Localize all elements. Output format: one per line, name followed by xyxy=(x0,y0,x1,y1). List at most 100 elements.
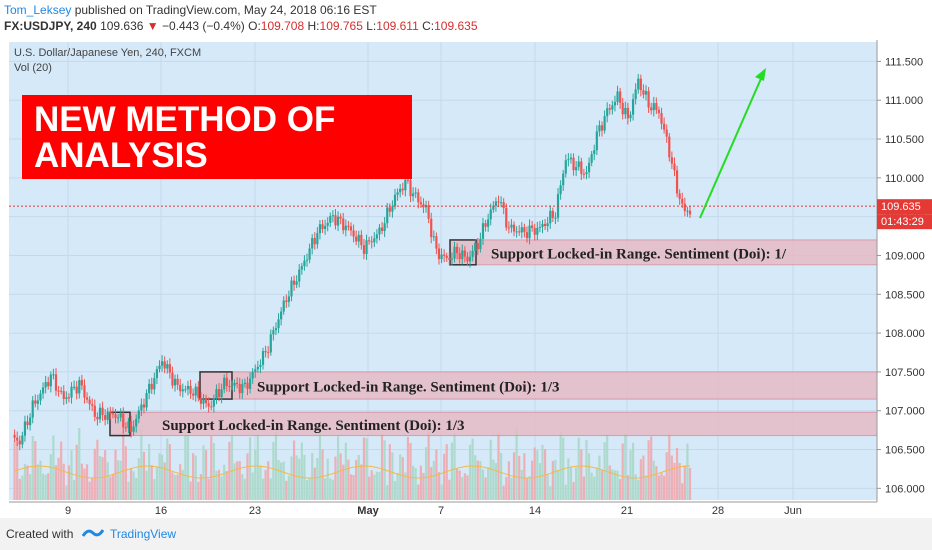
volume-bar xyxy=(393,481,397,500)
volume-bar xyxy=(518,455,521,500)
candle-body xyxy=(463,250,466,257)
candle-body xyxy=(373,238,376,243)
candle-body xyxy=(264,351,267,353)
candle-body xyxy=(365,240,368,254)
volume-bar xyxy=(409,442,412,500)
candle-body xyxy=(533,227,536,235)
x-tick-label: 14 xyxy=(529,505,541,517)
candle-body xyxy=(65,397,68,399)
volume-bar xyxy=(422,472,425,500)
candle-body xyxy=(370,241,373,243)
candle-body xyxy=(318,224,322,234)
volume-bar xyxy=(280,462,283,500)
candle-body xyxy=(36,400,39,404)
volume-bar xyxy=(419,465,422,500)
volume-bar xyxy=(18,478,21,500)
volume-bar xyxy=(339,453,342,500)
candle-body xyxy=(484,223,487,227)
volume-bar xyxy=(259,465,262,500)
candle-body xyxy=(499,202,503,204)
volume-bar xyxy=(324,478,327,500)
volume-bar xyxy=(468,444,472,500)
candle-body xyxy=(173,378,177,386)
candle-body xyxy=(163,361,166,369)
candle-body xyxy=(355,236,358,242)
volume-bar xyxy=(334,456,337,500)
volume-bar xyxy=(220,476,223,500)
volume-bar xyxy=(36,464,39,500)
volume-bar xyxy=(26,465,29,500)
volume-bar xyxy=(101,457,104,500)
candle-body xyxy=(18,440,21,445)
candle-body xyxy=(406,179,410,181)
tradingview-brand[interactable]: TradingView xyxy=(110,527,177,541)
candle-body xyxy=(489,209,492,220)
y-tick-label: 108.500 xyxy=(885,289,925,301)
volume-bar xyxy=(124,446,127,500)
candle-body xyxy=(238,384,241,394)
author-link[interactable]: Tom_Leksey xyxy=(4,3,72,17)
volume-bar xyxy=(155,466,159,500)
volume-bar xyxy=(228,441,231,500)
candle-body xyxy=(285,300,288,302)
volume-bar xyxy=(590,472,593,500)
candle-body xyxy=(298,269,301,282)
y-tick-label: 106.500 xyxy=(885,445,925,457)
candle-body xyxy=(637,78,640,90)
candle-body xyxy=(600,125,604,131)
volume-bar xyxy=(223,464,226,500)
candle-body xyxy=(608,108,611,110)
candle-body xyxy=(587,162,591,173)
tradingview-logo-icon xyxy=(82,529,104,537)
candles xyxy=(13,73,692,451)
volume-bar xyxy=(342,464,345,500)
volume-bar xyxy=(476,460,479,500)
candle-body xyxy=(47,382,50,387)
volume-bar xyxy=(430,467,433,500)
candle-body xyxy=(290,280,293,297)
candle-body xyxy=(551,210,554,218)
candle-body xyxy=(189,385,192,394)
x-tick-label: Jun xyxy=(784,505,802,517)
candle-body xyxy=(624,107,627,115)
y-tick-label: 107.000 xyxy=(885,406,925,418)
volume-bar xyxy=(70,450,73,500)
volume-bar xyxy=(31,436,34,500)
candle-body xyxy=(44,382,47,388)
volume-bar xyxy=(34,441,37,500)
volume-bar xyxy=(145,470,148,500)
candle-body xyxy=(546,223,549,227)
volume-bar xyxy=(474,455,477,500)
volume-bar xyxy=(505,477,508,500)
volume-bars xyxy=(13,426,692,500)
volume-bar xyxy=(412,465,415,500)
volume-bar xyxy=(65,485,68,500)
candle-body xyxy=(357,234,360,242)
candle-body xyxy=(432,236,435,238)
candle-body xyxy=(559,185,562,195)
candle-body xyxy=(329,216,332,223)
y-tick-label: 111.500 xyxy=(885,56,923,68)
candle-body xyxy=(155,369,159,379)
volume-bar xyxy=(241,474,244,500)
volume-bar xyxy=(44,474,47,500)
candle-body xyxy=(520,227,523,233)
volume-bar xyxy=(13,440,16,500)
volume-bar xyxy=(492,459,495,500)
candle-body xyxy=(531,225,534,228)
candle-body xyxy=(665,129,668,137)
candle-body xyxy=(554,217,557,219)
volume-bar xyxy=(192,453,195,500)
candle-body xyxy=(104,415,107,420)
headline-banner xyxy=(22,95,412,179)
volume-bar xyxy=(73,479,76,500)
candle-body xyxy=(124,427,127,429)
footer: Created with TradingView xyxy=(0,518,932,550)
candle-body xyxy=(437,248,441,260)
volume-bar xyxy=(551,460,554,500)
price-chart[interactable]: Support Locked-in Range. Sentiment (Doi)… xyxy=(0,36,932,518)
price-change: −0.443 (−0.4%) xyxy=(162,19,245,33)
down-arrow-icon: ▼ xyxy=(146,19,159,33)
high-value: 109.765 xyxy=(319,19,363,33)
volume-bar xyxy=(116,460,120,500)
